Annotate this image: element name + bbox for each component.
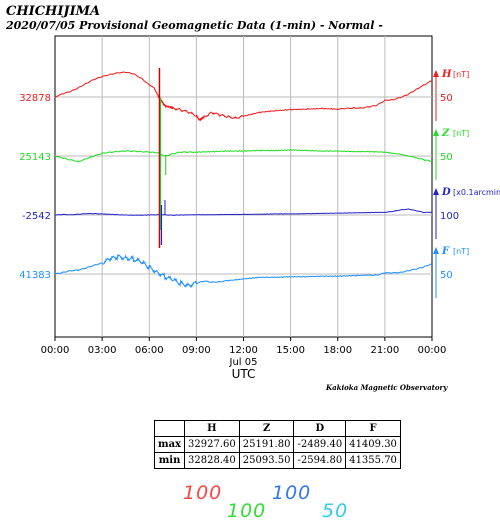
geomagnetic-chart: 00:00 03:00 06:00 09:00 12:00 15:00 18:00 21:00…	[19, 35, 500, 381]
stats-cell: 41409.30	[345, 436, 401, 453]
chart-subtitle: 2020/07/05 Provisional Geomagnetic Data …	[6, 19, 383, 32]
series-line-d	[54, 208, 433, 216]
stats-cell: 25093.50	[238, 452, 295, 469]
axis-arrowhead-h	[433, 70, 439, 77]
series-unit-h: [nT]	[453, 70, 469, 79]
stats-cell: 25191.80	[238, 436, 295, 453]
x-tick-label: 15:00	[276, 345, 305, 356]
scale-label-z: 50	[440, 152, 453, 163]
x-tick-label: 06:00	[135, 345, 164, 356]
x-date-label: Jul 05	[229, 357, 258, 368]
baseline-label-f: 41383	[19, 270, 51, 281]
x-tick-label: 18:00	[323, 345, 352, 356]
x-axis-label: UTC	[232, 367, 256, 381]
series-name-d: D	[441, 187, 451, 198]
x-tick-label: 00:00	[418, 345, 447, 356]
series-name-h: H	[441, 69, 452, 80]
scale-legend-z: 100	[227, 500, 267, 522]
stats-cell: 32828.40	[184, 452, 240, 469]
stats-header-row: H Z D F	[153, 420, 401, 437]
scale-legend-h: 100	[183, 482, 223, 504]
baseline-label-z: 25143	[19, 152, 51, 163]
stats-table: H Z D F max 32927.60 25191.80 -2489.40 4…	[153, 420, 401, 469]
series-unit-f: [nT]	[453, 247, 469, 256]
axis-arrowhead-z	[433, 129, 439, 136]
x-tick-label: 03:00	[88, 345, 117, 356]
stats-row-label: max	[153, 436, 186, 453]
baseline-label-d: -2542	[22, 211, 51, 222]
stats-header-cell: Z	[238, 420, 295, 437]
x-tick-label: 12:00	[229, 345, 258, 356]
baseline-label-h: 32878	[19, 93, 51, 104]
x-tick-label: 21:00	[370, 345, 399, 356]
stats-cell: -2489.40	[293, 436, 347, 453]
scale-legend-f: 50	[322, 500, 349, 522]
x-tick-label: 09:00	[182, 345, 211, 356]
series-name-z: Z	[441, 128, 450, 139]
stats-min-row: min 32828.40 25093.50 -2594.80 41355.70	[153, 452, 401, 469]
axis-arrowhead-d	[433, 188, 439, 195]
scale-legend-d: 100	[272, 482, 312, 504]
stats-header-cell: F	[345, 420, 401, 437]
stats-cell: 32927.60	[184, 436, 240, 453]
series-line-z	[54, 149, 433, 163]
stats-header-cell: D	[293, 420, 347, 437]
stats-header-cell	[153, 420, 186, 437]
observatory-label: Kakioka Magnetic Observatory	[326, 383, 448, 392]
stats-header-cell: H	[184, 420, 240, 437]
series-line-h	[54, 71, 433, 122]
station-title: CHICHIJIMA	[6, 4, 101, 19]
scale-label-h: 50	[440, 93, 453, 104]
stats-cell: 41355.70	[345, 452, 401, 469]
series-name-f: F	[441, 246, 450, 257]
stats-max-row: max 32927.60 25191.80 -2489.40 41409.30	[153, 436, 401, 453]
stats-row-label: min	[153, 452, 186, 469]
stats-cell: -2594.80	[293, 452, 347, 469]
series-unit-z: [nT]	[453, 129, 469, 138]
x-tick-label: 00:00	[41, 345, 70, 356]
scale-label-d: 100	[440, 211, 459, 222]
axis-arrowhead-f	[433, 247, 439, 254]
series-line-f	[54, 253, 432, 288]
series-unit-d: [x0.1arcmin]	[453, 188, 500, 197]
scale-label-f: 50	[440, 270, 453, 281]
